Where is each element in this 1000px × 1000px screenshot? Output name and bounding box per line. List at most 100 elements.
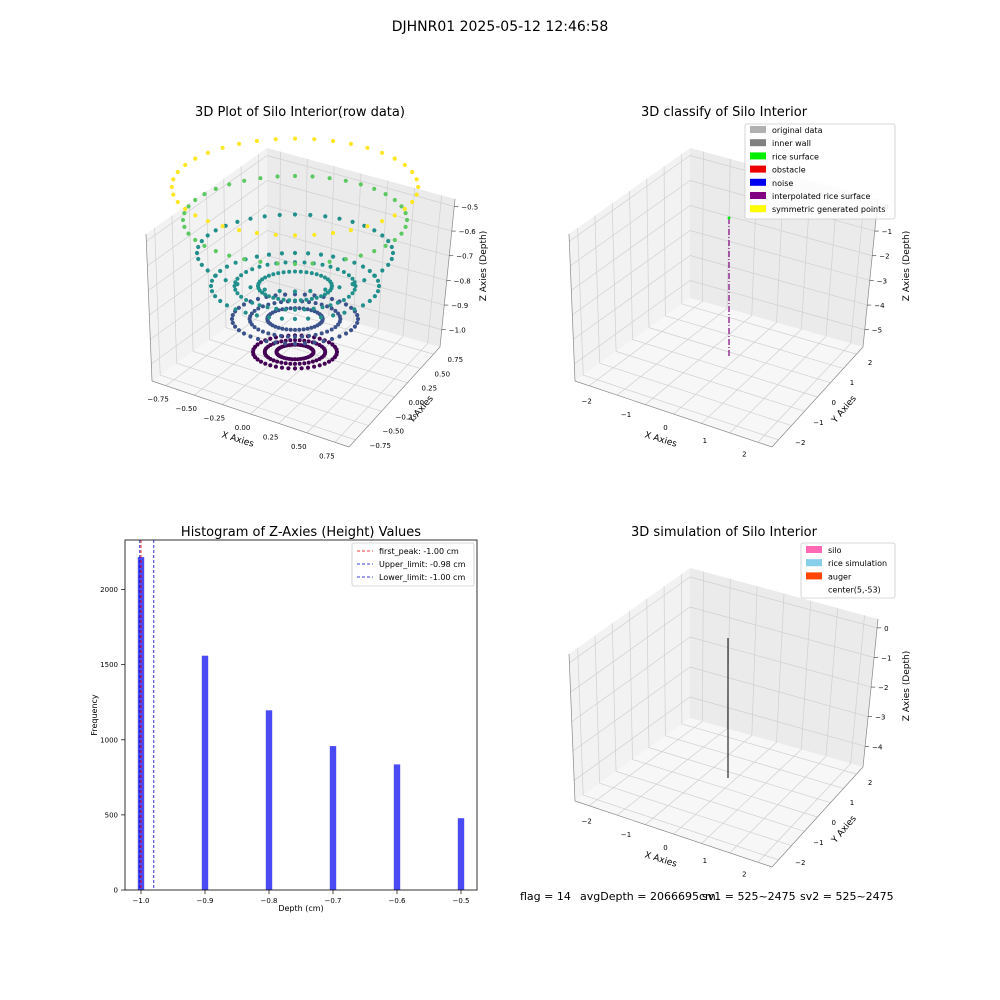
simulation-floor-grid-y <box>681 723 857 775</box>
raw-data-point <box>233 287 238 292</box>
histogram-legend-label: Lower_limit: -1.00 cm <box>379 573 465 582</box>
raw-data-point <box>298 269 303 274</box>
raw-data-point <box>341 270 346 274</box>
raw-data-point <box>389 244 394 250</box>
raw-data-point <box>279 360 284 365</box>
raw-data-point <box>367 298 372 304</box>
simulation-side-grid-y <box>577 647 584 796</box>
raw-data-point <box>358 182 363 187</box>
raw-data-point <box>404 217 410 223</box>
simulation-axis-edge <box>574 800 773 868</box>
raw-data-point <box>350 291 355 296</box>
raw-data-point <box>279 251 284 256</box>
raw-data-point <box>230 320 235 325</box>
raw-data-side-grid-z <box>146 155 268 242</box>
raw-data-point <box>250 300 255 305</box>
raw-data-x-tick-label: −0.75 <box>147 396 168 404</box>
simulation-back-grid-x <box>702 571 704 722</box>
simulation-z-tick-label: −3 <box>875 714 885 722</box>
raw-data-point <box>220 145 225 150</box>
simulation-legend-swatch <box>806 585 822 593</box>
classify-back-grid-x <box>702 151 704 302</box>
raw-data-point <box>249 311 254 316</box>
raw-data-point <box>380 233 385 238</box>
raw-data-y-tick-label: 0.75 <box>448 356 464 364</box>
simulation-legend-entries: silo rice simulation auger center(5,-53) <box>806 546 887 595</box>
raw-data-point <box>223 278 228 283</box>
simulation-side-grid-z <box>570 606 691 693</box>
raw-data-point <box>268 336 273 341</box>
raw-data-point <box>277 288 282 294</box>
classify-legend-swatch <box>750 192 766 199</box>
raw-data-point <box>293 338 297 343</box>
classify-legend-label: original data <box>772 126 823 135</box>
classify-legend-swatch <box>750 152 766 160</box>
raw-data-point <box>239 273 244 278</box>
raw-data-point <box>213 273 218 278</box>
raw-data-point <box>293 357 297 362</box>
raw-data-y-tick-label: 0.50 <box>435 370 451 378</box>
raw-data-point <box>218 298 223 304</box>
raw-data-point <box>302 341 307 346</box>
simulation-axes-ticks: −2 −1 0 1 2 −2 −1 0 1 2 0 −1 −2 −3 −4 <box>582 625 892 879</box>
histogram-bar <box>201 655 209 890</box>
raw-data-point <box>302 260 307 265</box>
raw-data-point <box>193 197 198 203</box>
raw-data-z-tick-label: −0.6 <box>459 228 477 236</box>
raw-data-point <box>343 257 348 262</box>
raw-data-point <box>298 298 303 303</box>
raw-data-point <box>317 357 322 361</box>
raw-data-point <box>375 278 381 283</box>
raw-data-point <box>325 290 330 295</box>
raw-data-point <box>301 327 306 332</box>
classify-side-grid-z <box>571 205 691 291</box>
classify-side-grid-y <box>577 227 584 376</box>
raw-data-point <box>235 219 240 224</box>
raw-data-point <box>285 334 290 339</box>
raw-data-point <box>293 269 297 274</box>
histogram-bar <box>457 818 465 890</box>
raw-data-point <box>317 363 322 368</box>
raw-data-point <box>242 178 247 183</box>
classify-axis-edge <box>771 346 864 448</box>
raw-data-point <box>313 301 318 306</box>
raw-data-point <box>300 334 305 339</box>
histogram-bar <box>265 710 273 890</box>
raw-data-point <box>329 327 334 332</box>
raw-data-point <box>268 363 273 368</box>
raw-data-point <box>279 300 283 305</box>
raw-data-point <box>233 260 238 265</box>
simulation-side-grid-y <box>646 598 650 748</box>
raw-data-point <box>331 313 336 318</box>
simulation-side-grid-y <box>629 610 633 760</box>
raw-data-point <box>322 348 327 353</box>
raw-data-point <box>336 322 341 327</box>
raw-data-point <box>244 270 249 274</box>
raw-data-point <box>183 162 188 168</box>
simulation-back-grid-x <box>800 600 812 750</box>
simulation-x-tick-label: −1 <box>621 831 631 839</box>
raw-data-floor-grid-y <box>225 327 408 384</box>
raw-data-point <box>390 250 396 256</box>
simulation-z-tick-label: −4 <box>872 743 883 751</box>
raw-data-xlabel: X Axies <box>220 430 255 449</box>
raw-data-point <box>380 219 385 224</box>
raw-data-point <box>263 292 268 297</box>
classify-side-grid-y <box>663 166 666 316</box>
raw-data-point <box>312 340 317 345</box>
status-sv2: sv2 = 525~2475 <box>800 890 894 903</box>
raw-data-point <box>307 333 311 338</box>
classify-legend-label: obstacle <box>772 166 806 175</box>
classify-back-grid-z <box>689 255 868 306</box>
raw-data-point <box>304 297 309 302</box>
simulation-floor-grid-x <box>757 763 851 863</box>
raw-data-3d-plot: 3D Plot of Silo Interior(row data) −0.75… <box>145 105 489 460</box>
raw-data-point <box>239 294 244 299</box>
raw-data-point <box>273 340 278 345</box>
raw-data-point <box>213 186 218 191</box>
classify-side-grid-z <box>570 180 691 267</box>
simulation-legend-frame <box>800 542 896 599</box>
raw-data-point <box>320 305 325 310</box>
raw-data-point <box>349 328 354 333</box>
